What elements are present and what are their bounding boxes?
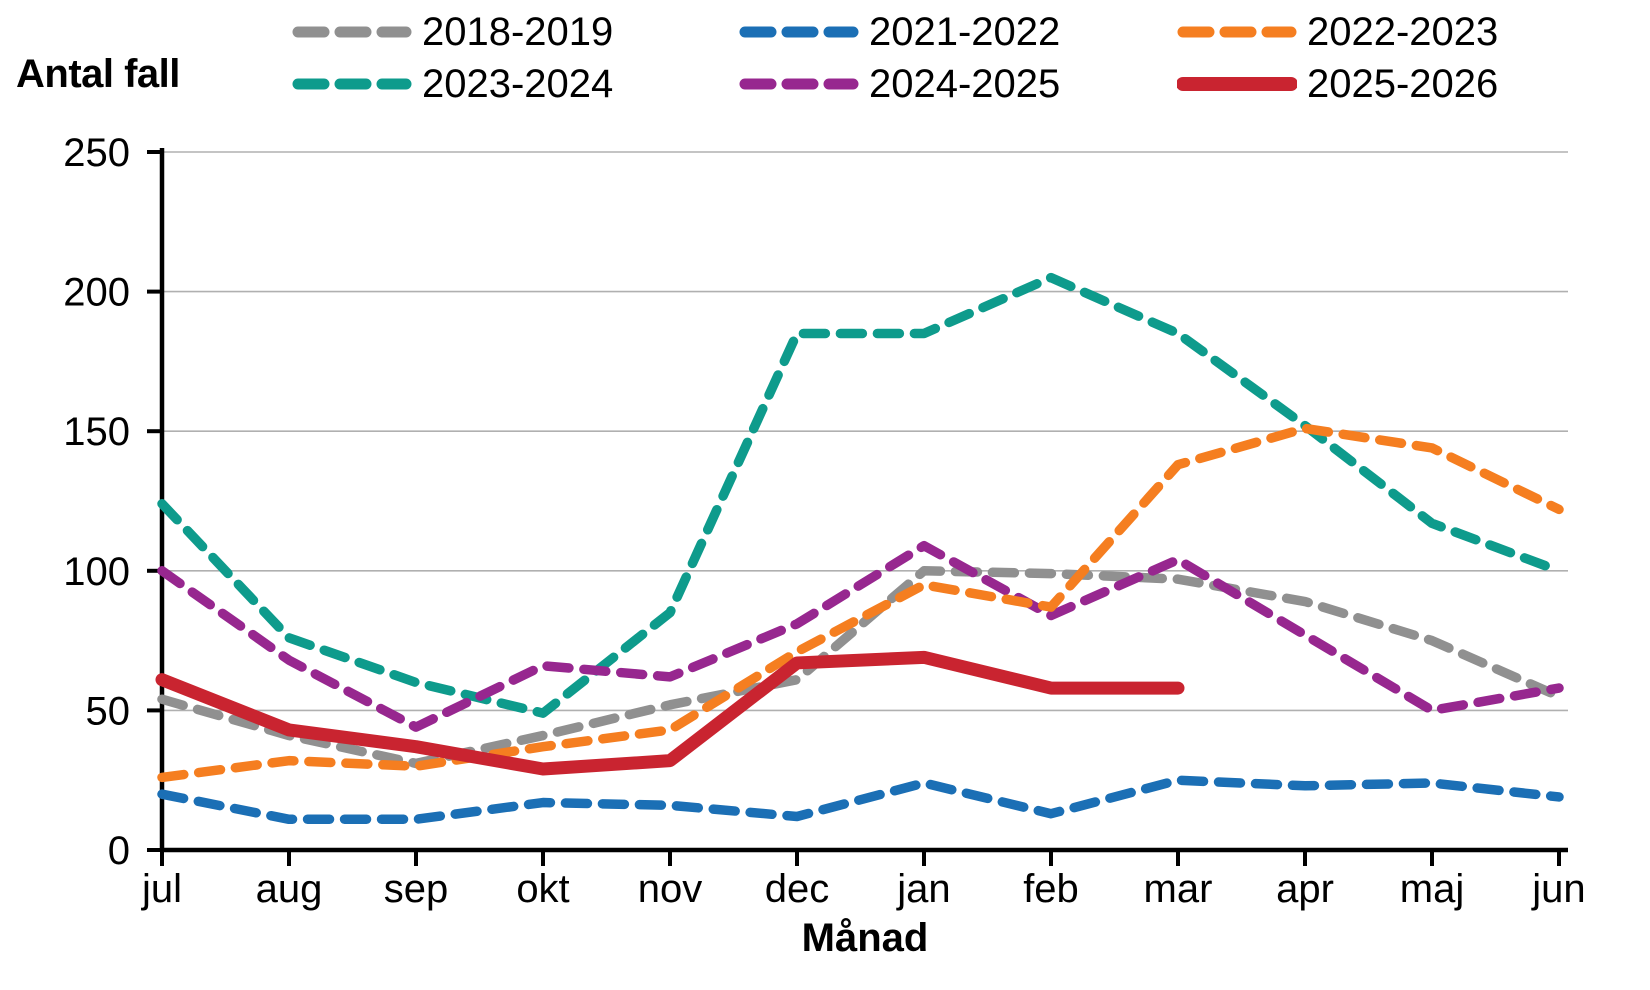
- legend-dash-2018-2019: [292, 26, 412, 38]
- series-line-2024-2025: [157, 540, 1564, 732]
- x-tick-label: apr: [1276, 867, 1334, 911]
- series-line-2025-2026: [155, 650, 1185, 776]
- y-axis-title: Antal fall: [16, 52, 180, 96]
- chart-legend: 2018-2019 2021-2022 2022-2023 2023-2024 …: [292, 12, 1498, 104]
- legend-dash-2021-2022: [739, 26, 859, 38]
- x-tick-label: jan: [896, 867, 950, 911]
- series-line-2018-2019: [157, 566, 1564, 769]
- legend-label: 2024-2025: [869, 62, 1061, 106]
- series-line-2022-2023: [157, 423, 1564, 783]
- y-tick-label: 0: [108, 829, 130, 873]
- y-tick-label: 250: [63, 131, 130, 175]
- legend-item-2018-2019: 2018-2019: [292, 12, 739, 52]
- legend-item-2025-2026: 2025-2026: [1177, 64, 1498, 104]
- x-tick-label: feb: [1023, 867, 1079, 911]
- y-tick-label: 100: [63, 550, 130, 594]
- legend-label: 2018-2019: [422, 10, 614, 54]
- x-tick-label: mar: [1144, 867, 1213, 911]
- legend-label: 2022-2023: [1307, 10, 1499, 54]
- x-tick-label: maj: [1400, 867, 1464, 911]
- legend-dash-2025-2026: [1177, 77, 1297, 91]
- legend-item-2022-2023: 2022-2023: [1177, 12, 1498, 52]
- legend-dash-2023-2024: [292, 78, 412, 90]
- y-tick-label: 150: [63, 410, 130, 454]
- y-tick-label: 200: [63, 271, 130, 315]
- series-line-2021-2022: [157, 775, 1564, 825]
- legend-label: 2025-2026: [1307, 62, 1499, 106]
- x-tick-label: okt: [516, 867, 569, 911]
- x-axis-title: Månad: [801, 916, 929, 960]
- y-tick-label: 50: [86, 689, 131, 733]
- series-line-2023-2024: [157, 272, 1564, 718]
- x-tick-label: nov: [638, 867, 703, 911]
- legend-dash-2024-2025: [739, 78, 859, 90]
- legend-dash-2022-2023: [1177, 26, 1297, 38]
- x-tick-label: aug: [256, 867, 323, 911]
- legend-item-2023-2024: 2023-2024: [292, 64, 739, 104]
- legend-label: 2021-2022: [869, 10, 1061, 54]
- x-tick-label: dec: [765, 867, 830, 911]
- x-tick-label: sep: [384, 867, 449, 911]
- x-tick-label: jun: [1531, 867, 1585, 911]
- legend-item-2021-2022: 2021-2022: [739, 12, 1177, 52]
- x-tick-label: jul: [141, 867, 182, 911]
- legend-label: 2023-2024: [422, 62, 614, 106]
- legend-item-2024-2025: 2024-2025: [739, 64, 1177, 104]
